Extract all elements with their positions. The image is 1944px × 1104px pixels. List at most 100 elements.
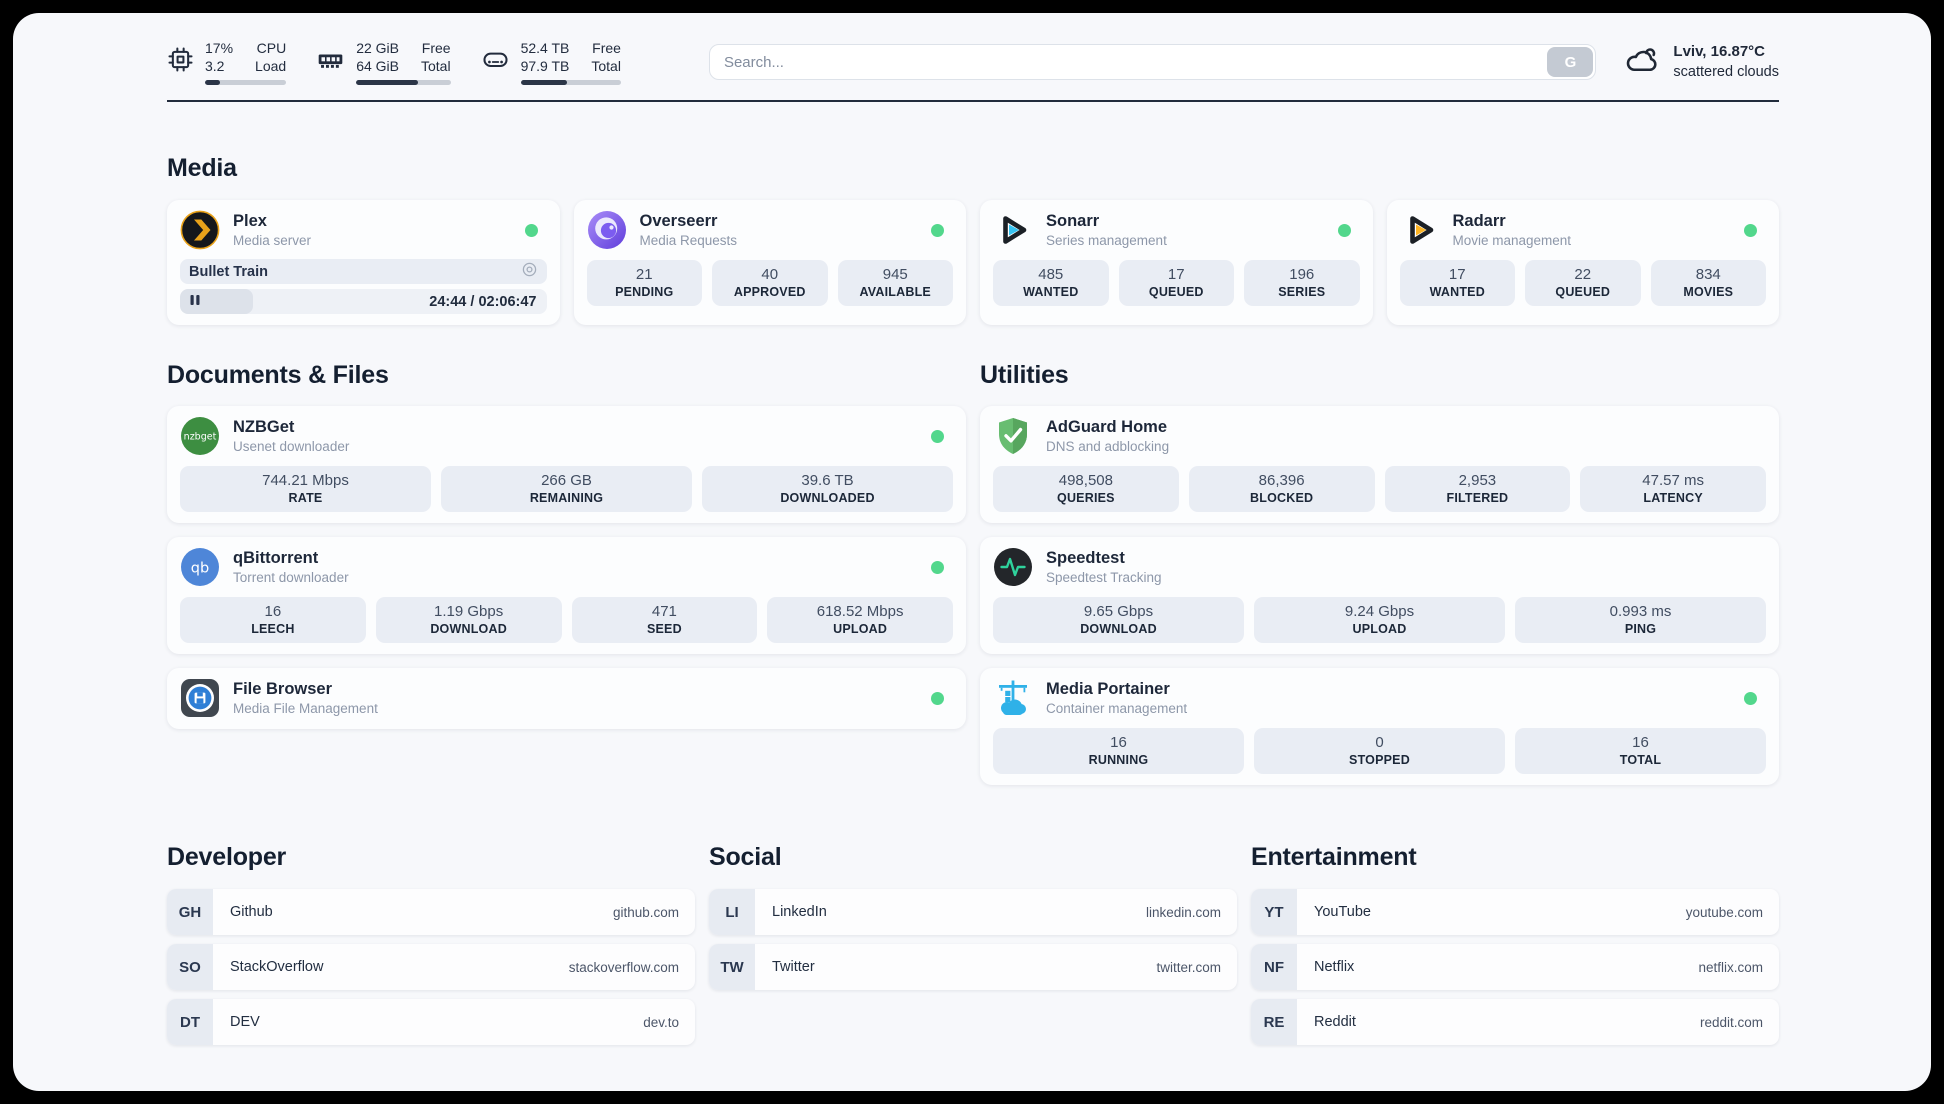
search-input[interactable] — [708, 44, 1597, 81]
stat-box: 17 QUEUED — [1118, 260, 1234, 307]
section-title-utilities: Utilities — [980, 361, 1069, 390]
app-name: Plex — [233, 212, 267, 231]
disk-icon — [481, 46, 510, 78]
stat-label: QUEUED — [1555, 285, 1611, 300]
status-dot — [931, 429, 944, 443]
memory-stat: 22 GiB Free 64 GiB Total — [316, 39, 451, 86]
stat-value: 744.21 Mbps — [262, 472, 349, 490]
disk-progress-fill — [520, 80, 567, 86]
app-name: qBittorrent — [233, 549, 319, 568]
disk-label-top: Free — [592, 40, 621, 56]
cpu-label-top: CPU — [256, 40, 287, 56]
app-subtitle: Movie management — [1452, 233, 1572, 249]
stat-value: 1.19 Gbps — [434, 603, 504, 621]
stat-value: 196 — [1289, 266, 1315, 284]
bookmark-name: Netflix — [1314, 959, 1355, 976]
stat-box: 40 APPROVED — [712, 260, 828, 307]
bookmark-abbr: NF — [1251, 944, 1297, 991]
stat-box: 0 STOPPED — [1254, 728, 1505, 775]
stat-box: 47.57 ms LATENCY — [1580, 466, 1766, 513]
bookmark-name: LinkedIn — [772, 904, 827, 921]
search-engine-button[interactable]: G — [1547, 47, 1594, 78]
bookmark-url: stackoverflow.com — [568, 959, 679, 975]
stat-value: 498,508 — [1058, 472, 1113, 490]
speedtest-card[interactable]: Speedtest Speedtest Tracking 9.65 Gbps D… — [980, 537, 1779, 655]
stat-value: 0.993 ms — [1609, 603, 1672, 621]
bookmark-dev[interactable]: DT DEV dev.to — [167, 999, 695, 1046]
stat-value: 2,953 — [1458, 472, 1497, 490]
portainer-card[interactable]: Media Portainer Container management 16 … — [980, 668, 1779, 786]
stat-value: 17 — [1448, 266, 1466, 284]
bookmark-url: reddit.com — [1699, 1014, 1763, 1030]
bookmark-twitter[interactable]: TW Twitter twitter.com — [709, 944, 1237, 991]
stat-box: 1.19 Gbps DOWNLOAD — [375, 597, 562, 644]
playback-progress-fill — [180, 289, 254, 315]
top-bar: 17% CPU 3.2 Load — [167, 39, 1779, 86]
stat-value: 834 — [1695, 266, 1721, 284]
filebrowser-icon — [180, 678, 220, 718]
sonarr-card[interactable]: Sonarr Series management 485 WANTED 17 Q… — [980, 200, 1373, 326]
status-dot — [524, 223, 538, 237]
speedtest-icon — [993, 547, 1033, 587]
stat-label: QUERIES — [1057, 491, 1115, 506]
cpu-value-bottom: 3.2 — [205, 58, 225, 75]
overseerr-card[interactable]: Overseerr Media Requests 21 PENDING 40 A… — [573, 200, 966, 326]
bookmark-github[interactable]: GH Github github.com — [167, 889, 695, 936]
bookmark-abbr: YT — [1251, 889, 1297, 936]
stat-value: 9.65 Gbps — [1083, 603, 1154, 621]
stat-box: 16 LEECH — [180, 597, 366, 644]
qbittorrent-card[interactable]: qb qBittorrent Torrent downloader — [167, 537, 966, 655]
stat-value: 47.57 ms — [1642, 472, 1704, 490]
cpu-icon — [167, 46, 194, 78]
plex-icon — [180, 210, 220, 250]
stat-value: 471 — [651, 603, 677, 621]
stat-box: 945 AVAILABLE — [837, 260, 953, 307]
filebrowser-card[interactable]: File Browser Media File Management — [167, 668, 966, 730]
adguard-card[interactable]: AdGuard Home DNS and adblocking 498,508 … — [980, 406, 1779, 524]
stat-box: 22 QUEUED — [1525, 260, 1641, 307]
stat-value: 21 — [635, 266, 653, 284]
now-playing-title: Bullet Train — [189, 263, 268, 280]
bookmark-abbr: DT — [167, 999, 213, 1046]
memory-label-top: Free — [421, 40, 451, 56]
stat-value: 16 — [1110, 734, 1127, 752]
app-subtitle: DNS and adblocking — [1046, 439, 1170, 455]
cloud-icon — [1624, 42, 1660, 83]
stat-label: PENDING — [615, 285, 674, 300]
stat-label: MOVIES — [1683, 285, 1734, 300]
documents-column: Documents & Files nzbget — [167, 361, 966, 730]
app-name: Speedtest — [1046, 549, 1125, 568]
bookmarks-developer: Developer GH Github github.com SO StackO… — [167, 843, 695, 1046]
weather-condition: scattered clouds — [1673, 63, 1779, 80]
bookmark-url: linkedin.com — [1145, 904, 1221, 920]
bookmark-abbr: SO — [167, 944, 213, 991]
bookmark-name: YouTube — [1314, 904, 1371, 921]
bookmark-netflix[interactable]: NF Netflix netflix.com — [1251, 944, 1779, 991]
qbittorrent-icon: qb — [180, 547, 220, 587]
stat-label: AVAILABLE — [859, 285, 931, 300]
stat-label: REMAINING — [529, 491, 604, 506]
pause-icon[interactable] — [189, 293, 201, 311]
stat-label: WANTED — [1429, 285, 1485, 300]
section-title-social: Social — [709, 843, 782, 872]
stat-label: RATE — [288, 491, 323, 506]
cpu-label-bottom: Load — [255, 58, 287, 75]
stat-box: 16 RUNNING — [993, 728, 1244, 775]
overseerr-icon — [587, 210, 627, 250]
stat-value: 0 — [1375, 734, 1384, 752]
stat-label: LATENCY — [1643, 491, 1703, 506]
stat-box: 16 TOTAL — [1515, 728, 1766, 775]
bookmark-stackoverflow[interactable]: SO StackOverflow stackoverflow.com — [167, 944, 695, 991]
bookmark-youtube[interactable]: YT YouTube youtube.com — [1251, 889, 1779, 936]
bookmark-name: Github — [230, 904, 273, 921]
now-playing-detail-icon[interactable] — [521, 261, 538, 283]
bookmark-linkedin[interactable]: LI LinkedIn linkedin.com — [709, 889, 1237, 936]
app-name: Overseerr — [639, 212, 718, 231]
radarr-icon — [1400, 210, 1440, 250]
plex-card[interactable]: Plex Media server Bullet Train — [167, 200, 560, 326]
nzbget-card[interactable]: nzbget NZBGet Usenet downloader — [167, 406, 966, 524]
radarr-card[interactable]: Radarr Movie management 17 WANTED 22 QUE… — [1386, 200, 1779, 326]
stat-label: SERIES — [1278, 285, 1326, 300]
bookmark-reddit[interactable]: RE Reddit reddit.com — [1251, 999, 1779, 1046]
bookmarks-entertainment: Entertainment YT YouTube youtube.com NF … — [1251, 843, 1779, 1046]
